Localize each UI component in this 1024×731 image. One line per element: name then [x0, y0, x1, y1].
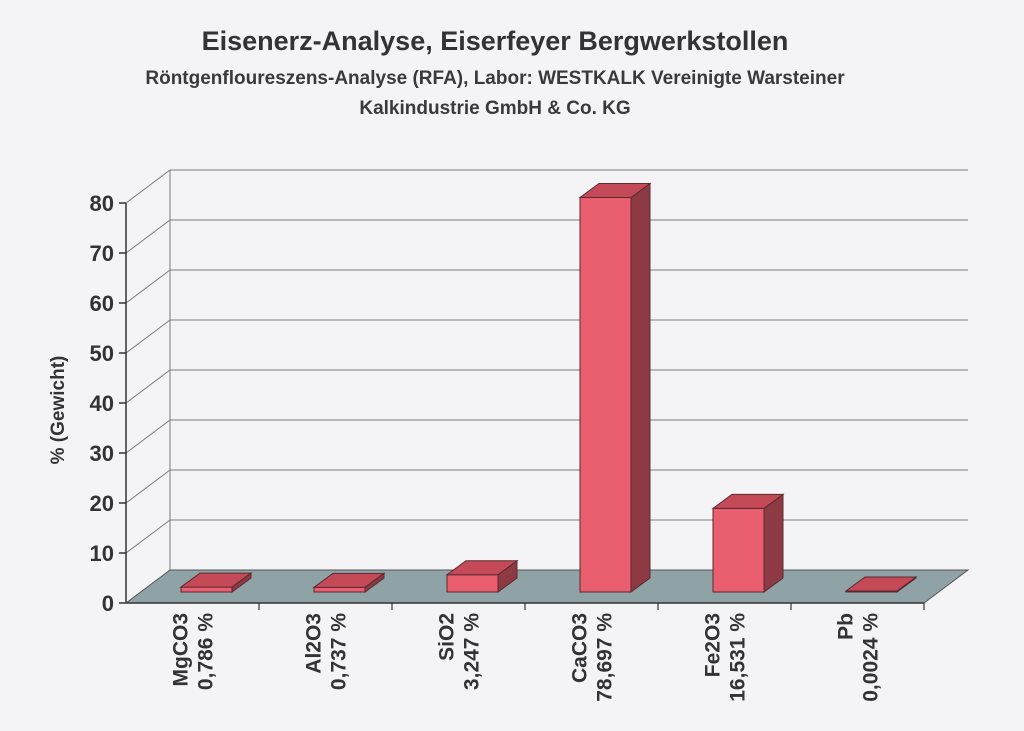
x-category-label-group: Al2O3 0,737 %: [303, 613, 351, 690]
bar-value-label: 78,697 %: [594, 613, 617, 702]
y-tick-label: 0: [102, 591, 114, 616]
y-tick-label: 50: [90, 341, 114, 366]
bar-top: [179, 572, 253, 588]
subtitle-line-2: Kalkindustrie GmbH & Co. KG: [359, 98, 631, 119]
bar-value-label: 0,786 %: [195, 613, 218, 690]
grid-side-line: [125, 219, 171, 254]
y-tick-label: 20: [90, 491, 114, 516]
y-tick-label: 10: [90, 541, 114, 566]
bar-value-label: 0,737 %: [328, 613, 351, 690]
bar-top: [578, 183, 652, 199]
chart-floor: [124, 569, 970, 604]
grid-side-line: [125, 269, 171, 304]
x-category-label: Pb: [835, 613, 858, 640]
x-category-label: SiO2: [436, 613, 459, 661]
x-category-label-group: SiO2 3,247 %: [436, 613, 484, 690]
x-category-label: Al2O3: [303, 613, 326, 674]
x-category-label: Fe2O3: [702, 613, 725, 677]
x-category-label: CaCO3: [569, 613, 592, 683]
bar-front: [446, 574, 499, 593]
y-tick-label: 70: [90, 241, 114, 266]
grid-side-line: [125, 419, 171, 454]
bar-top: [711, 493, 785, 509]
grid-side-line: [125, 319, 171, 354]
bar-value-label: 0,0024 %: [860, 613, 883, 702]
bar-side: [630, 182, 651, 593]
grid-side-line: [125, 469, 171, 504]
bar-front: [313, 586, 366, 593]
bar-side: [763, 493, 784, 593]
x-category-label: MgCO3: [170, 613, 193, 687]
bar-front: [712, 507, 765, 593]
bar-value-label: 16,531 %: [727, 613, 750, 702]
grid-side-line: [125, 169, 171, 204]
x-category-label-group: Fe2O3 16,531 %: [702, 613, 750, 702]
bar-front: [579, 197, 632, 593]
grid-side-line: [125, 369, 171, 404]
x-category-label-group: Pb 0,0024 %: [835, 613, 883, 702]
bar-top: [312, 572, 386, 588]
bar-front: [180, 586, 233, 593]
y-tick-label: 30: [90, 441, 114, 466]
chart-subtitle: Röntgenfloureszens-Analyse (RFA), Labor:…: [0, 64, 990, 124]
bar-top: [844, 576, 918, 592]
subtitle-line-1: Röntgenfloureszens-Analyse (RFA), Labor:…: [145, 68, 845, 89]
chart-title: Eisenerz-Analyse, Eiserfeyer Bergwerksto…: [201, 26, 789, 56]
bar-value-label: 3,247 %: [461, 613, 484, 690]
x-category-label-group: CaCO3 78,697 %: [569, 613, 617, 702]
y-tick-label: 60: [90, 291, 114, 316]
grid-side-line: [125, 519, 171, 554]
x-category-label-group: MgCO3 0,786 %: [170, 613, 218, 690]
y-tick-label: 80: [90, 191, 114, 216]
y-tick-label: 40: [90, 391, 114, 416]
bar-top: [445, 560, 519, 576]
